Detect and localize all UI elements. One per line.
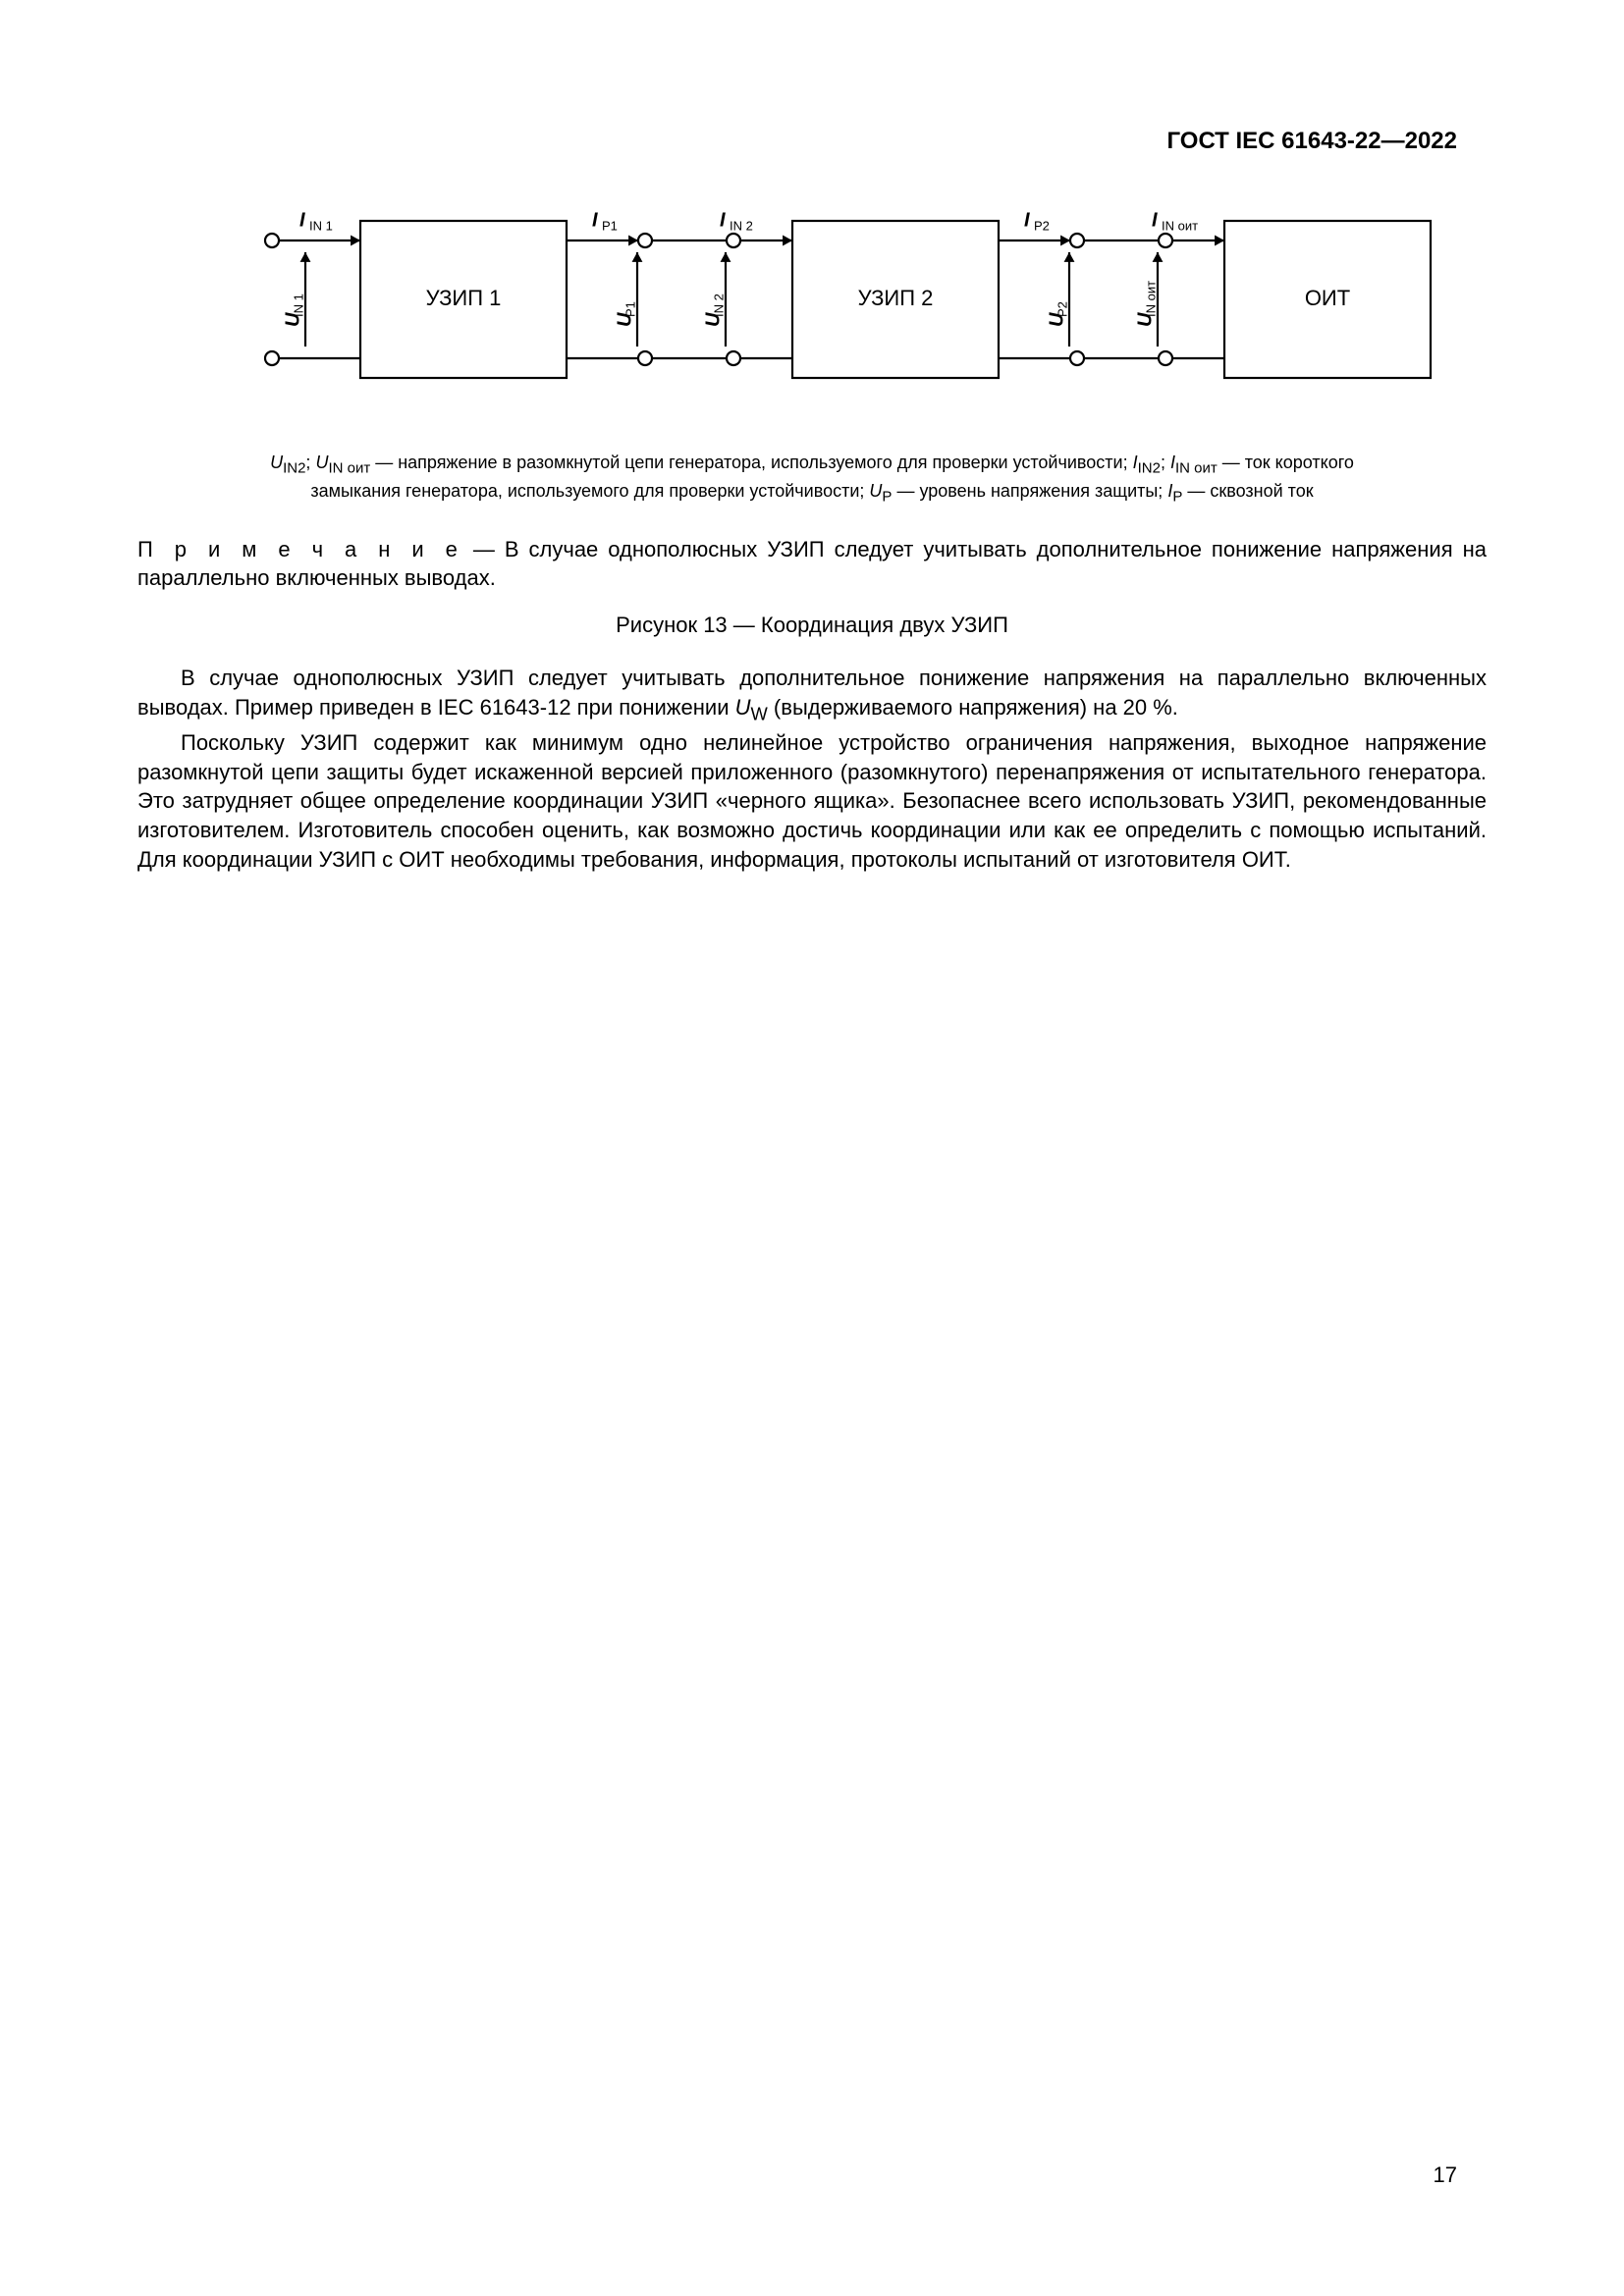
svg-text:IN оит: IN оит [1162, 218, 1198, 233]
svg-text:ОИТ: ОИТ [1305, 286, 1350, 310]
svg-text:I: I [1152, 209, 1158, 231]
svg-text:I: I [720, 209, 726, 231]
svg-text:IN 1: IN 1 [291, 294, 305, 317]
body-text: В случае однополюсных УЗИП следует учиты… [137, 664, 1487, 874]
paragraph-1: В случае однополюсных УЗИП следует учиты… [137, 664, 1487, 726]
coordination-diagram: УЗИП 1УЗИП 2ОИТIIN 1UIN 1IP1IIN 2UP1UIN … [184, 191, 1440, 427]
caption-line-2: замыкания генератора, используемого для … [137, 479, 1487, 507]
paragraph-2: Поскольку УЗИП содержит как минимум одно… [137, 728, 1487, 874]
svg-text:P1: P1 [602, 218, 618, 233]
note-label: П р и м е ч а н и е [137, 537, 463, 561]
svg-text:I: I [1024, 209, 1030, 231]
svg-text:УЗИП 2: УЗИП 2 [858, 286, 934, 310]
svg-text:IN 2: IN 2 [711, 294, 726, 317]
svg-text:P1: P1 [623, 301, 637, 317]
figure-title: Рисунок 13 — Координация двух УЗИП [137, 613, 1487, 638]
svg-text:УЗИП 1: УЗИП 1 [426, 286, 502, 310]
page: ГОСТ IEC 61643-22—2022 УЗИП 1УЗИП 2ОИТII… [0, 0, 1624, 2296]
svg-text:IN 1: IN 1 [309, 218, 333, 233]
standard-code: ГОСТ IEC 61643-22—2022 [1166, 128, 1457, 155]
svg-text:P2: P2 [1055, 301, 1069, 317]
page-number: 17 [1434, 2163, 1457, 2188]
svg-text:IN оит: IN оит [1143, 281, 1158, 317]
svg-text:IN 2: IN 2 [730, 218, 753, 233]
svg-text:I: I [592, 209, 598, 231]
note: П р и м е ч а н и е — В случае однополюс… [137, 535, 1487, 593]
svg-text:P2: P2 [1034, 218, 1050, 233]
caption-line-1: UIN2; UIN оит — напряжение в разомкнутой… [137, 451, 1487, 479]
figure-wrap: УЗИП 1УЗИП 2ОИТIIN 1UIN 1IP1IIN 2UP1UIN … [137, 191, 1487, 427]
svg-text:I: I [299, 209, 305, 231]
figure-caption: UIN2; UIN оит — напряжение в разомкнутой… [137, 451, 1487, 507]
